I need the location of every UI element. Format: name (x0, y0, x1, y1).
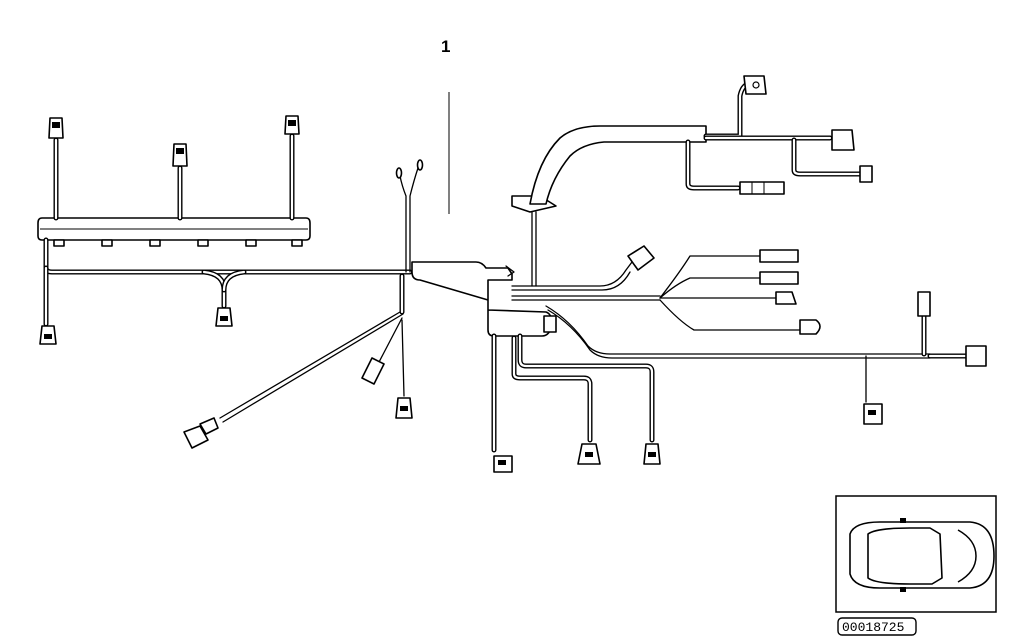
part-number-text: 00018725 (842, 620, 904, 635)
right-mid-harness (511, 245, 821, 335)
sensor-branch-top (395, 159, 424, 273)
injector-rail (37, 217, 311, 247)
upper-right-harness (511, 75, 873, 287)
part-number-label: 00018725 (837, 617, 917, 636)
right-long-harness (545, 291, 987, 425)
central-junction-block (411, 261, 557, 337)
car-top-view-icon (849, 518, 995, 592)
main-trunk (39, 237, 413, 345)
lower-branches (491, 333, 661, 473)
sensor-branch-lower (183, 273, 413, 449)
car-locator-box (835, 495, 997, 613)
injector-connectors (48, 115, 300, 221)
callout-label-1: 1 (441, 37, 450, 56)
